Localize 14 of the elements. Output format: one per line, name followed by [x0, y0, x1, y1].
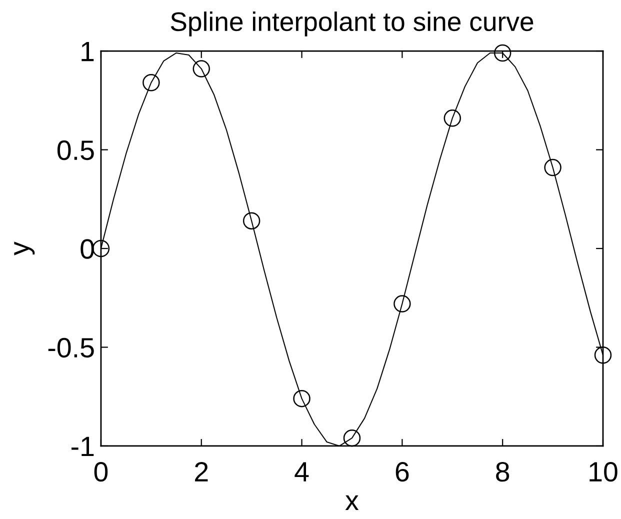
chart-title: Spline interpolant to sine curve [170, 12, 534, 36]
y-tick-label: 0 [80, 239, 94, 259]
y-tick-label: -1 [72, 436, 94, 456]
y-axis-title: y [14, 242, 35, 256]
x-tick-label: 2 [195, 462, 208, 482]
x-tick-label: 8 [496, 462, 510, 482]
y-tick-label: 0.5 [57, 140, 94, 160]
x-tick-label: 0 [94, 462, 108, 482]
x-tick-label: 10 [590, 462, 618, 482]
x-tick-label: 4 [294, 462, 309, 482]
y-tick-label: -0.5 [48, 338, 94, 358]
x-tick-label: 6 [396, 462, 409, 482]
x-axis-title: x [345, 495, 359, 510]
y-tick-label: 1 [82, 42, 94, 62]
